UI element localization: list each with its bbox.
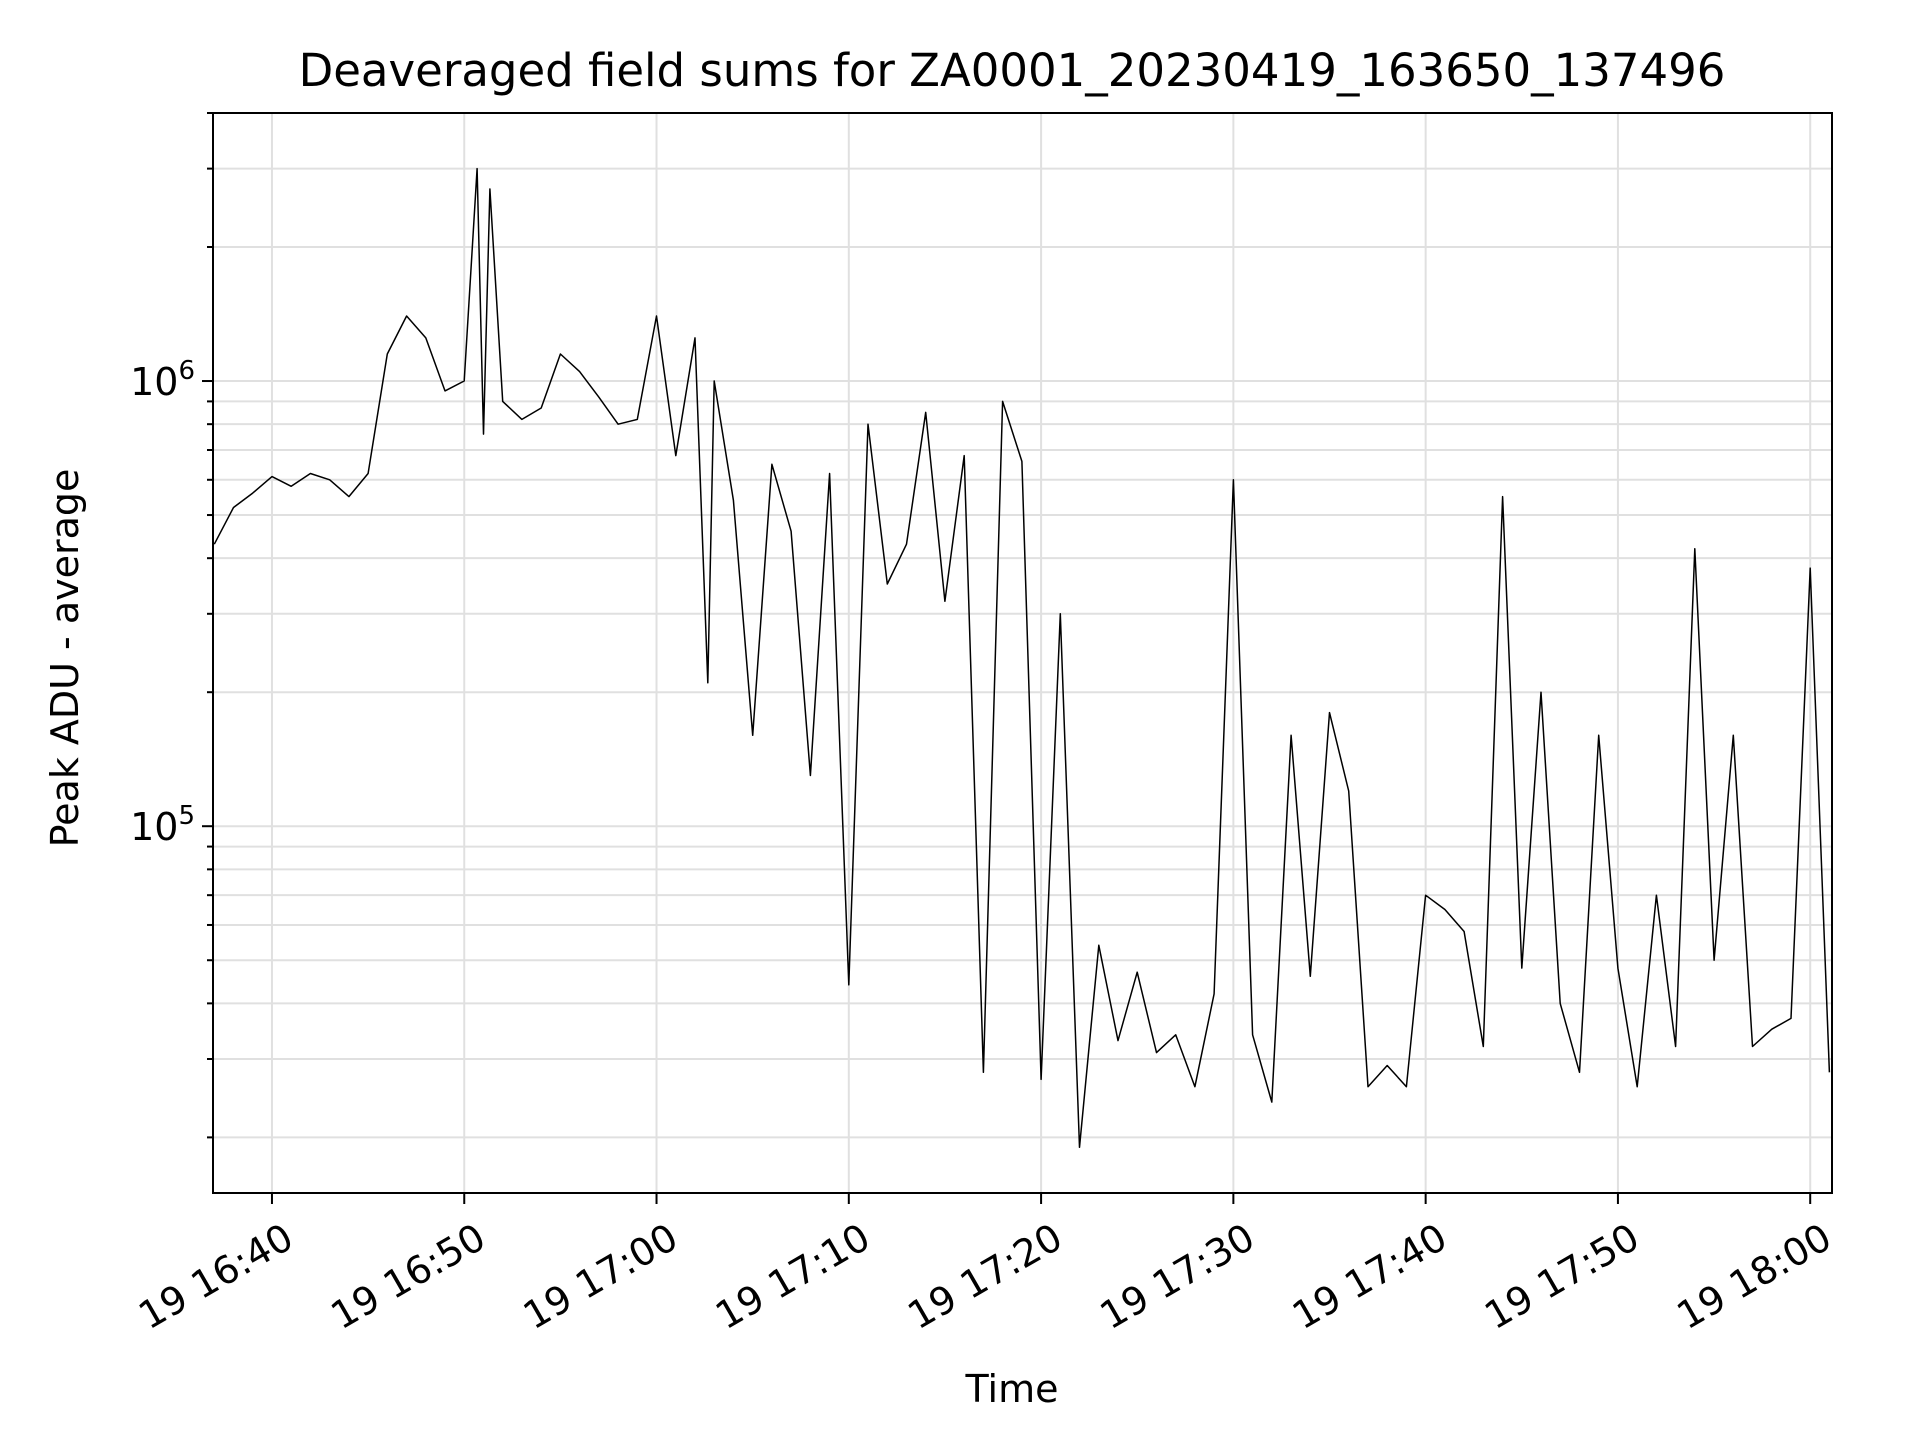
grid xyxy=(213,112,1832,1193)
x-tick-label: 19 17:20 xyxy=(900,1215,1069,1338)
plot-frame xyxy=(212,112,1833,1194)
chart-title: Deaveraged field sums for ZA0001_2023041… xyxy=(299,44,1726,97)
x-axis: 19 16:40 19 16:50 19 17:00 19 17:10 19 17:20… xyxy=(131,1193,1839,1338)
series-layer xyxy=(213,167,1831,1149)
x-tick-label: 19 17:40 xyxy=(1285,1215,1454,1338)
y-tick-label: 105 xyxy=(130,801,195,849)
y-axis: 105 106 xyxy=(130,112,213,1139)
x-tick-label: 19 18:00 xyxy=(1670,1215,1839,1338)
y-tick-label: 106 xyxy=(130,356,195,404)
x-tick-label: 19 17:00 xyxy=(516,1215,685,1338)
x-tick-label: 19 16:50 xyxy=(324,1215,493,1338)
x-tick-label: 19 17:10 xyxy=(708,1215,877,1338)
x-axis-label: Time xyxy=(965,1367,1059,1411)
y-axis-label: Peak ADU - average xyxy=(43,469,87,848)
x-tick-label: 19 17:30 xyxy=(1093,1215,1262,1338)
x-tick-label: 19 17:50 xyxy=(1477,1215,1646,1338)
x-tick-label: 19 16:40 xyxy=(131,1215,300,1338)
series-line xyxy=(213,167,1831,1149)
